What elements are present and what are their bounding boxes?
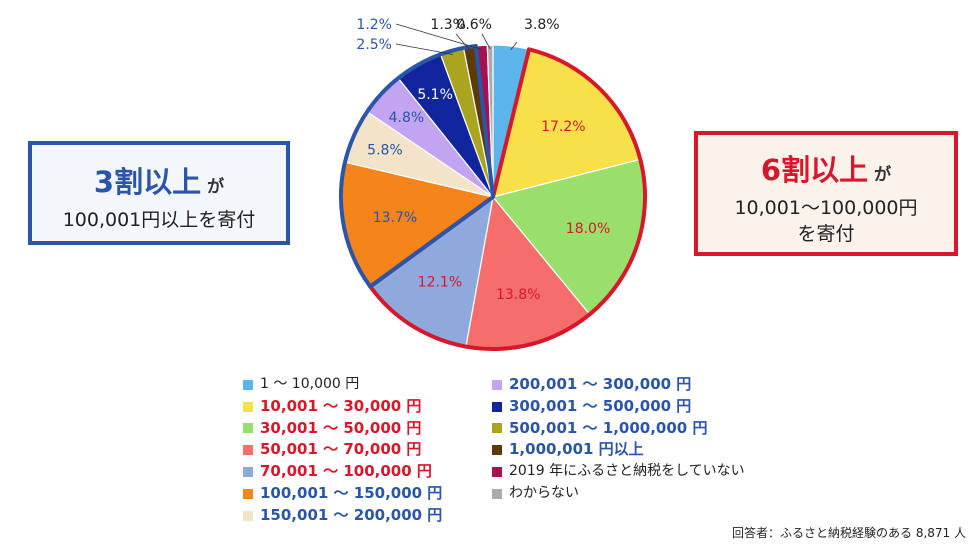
legend-item: 1,000,001 円以上 — [492, 439, 745, 461]
legend-item: 300,001 〜 500,000 円 — [492, 396, 745, 418]
leader-line — [455, 33, 471, 52]
legend-label: 2019 年にふるさと納税をしていない — [509, 463, 745, 480]
legend-left-column: 1 〜 10,000 円 10,001 〜 30,000 円 30,001 〜 50… — [243, 374, 442, 527]
legend-label: 100,001 〜 150,000 円 — [260, 483, 443, 502]
leader-line — [481, 33, 491, 50]
legend-label: 200,001 〜 300,000 円 — [509, 375, 692, 393]
legend-swatch — [243, 467, 253, 478]
leader-line — [395, 23, 482, 50]
value-label: 13.8% — [496, 287, 540, 303]
legend-swatch — [492, 379, 502, 390]
legend-item: 200,001 〜 300,000 円 — [492, 374, 745, 396]
callout-left-title: 3割以上 — [93, 165, 202, 199]
callout-right: 6割以上が 10,001〜100,000円 を寄付 — [694, 131, 958, 256]
value-label-outside: 1.3% — [430, 17, 466, 33]
legend-swatch — [243, 379, 253, 390]
legend-item: 2019 年にふるさと納税をしていない — [492, 461, 745, 483]
value-label-outside: 2.5% — [356, 37, 392, 53]
legend-swatch — [492, 488, 502, 499]
footnote: 回答者：ふるさと納税経験のある 8,871 人 — [732, 526, 966, 540]
value-label: 17.2% — [541, 119, 585, 135]
pie-slice — [486, 44, 494, 198]
legend-item: 30,001 〜 50,000 円 — [243, 418, 442, 440]
legend-label: 70,001 〜 100,000 円 — [260, 462, 432, 481]
legend-item: わからない — [492, 483, 745, 505]
legend-label: わからない — [509, 484, 579, 501]
value-label-outside: 1.2% — [356, 17, 392, 33]
legend-swatch — [243, 423, 253, 434]
value-label: 18.0% — [566, 221, 610, 237]
legend-label: 500,001 〜 1,000,000 円 — [509, 418, 708, 437]
legend-swatch — [243, 445, 253, 456]
value-label-outside: 3.8% — [524, 17, 560, 33]
value-label: 12.1% — [418, 275, 462, 291]
value-label: 13.7% — [373, 210, 417, 226]
legend-label: 150,001 〜 200,000 円 — [260, 505, 443, 524]
legend-swatch — [492, 445, 502, 456]
legend-item: 50,001 〜 70,000 円 — [243, 439, 442, 461]
legend-item: 500,001 〜 1,000,000 円 — [492, 418, 745, 440]
legend-item: 1 〜 10,000 円 — [243, 374, 442, 396]
legend-label: 50,001 〜 70,000 円 — [260, 440, 422, 459]
legend-swatch — [243, 401, 253, 412]
callout-left-subtitle: 100,001円以上を寄付 — [62, 209, 256, 231]
group-outline-red — [368, 47, 647, 351]
value-label: 5.1% — [417, 87, 453, 103]
callout-left: 3割以上が 100,001円以上を寄付 — [28, 141, 290, 245]
legend-label: 1 〜 10,000 円 — [260, 376, 360, 392]
group-outline-blue — [339, 43, 495, 289]
leader-line — [395, 43, 454, 55]
legend-label: 10,001 〜 30,000 円 — [260, 396, 422, 415]
legend-swatch — [492, 401, 502, 412]
value-label: 5.8% — [367, 143, 403, 159]
legend-swatch — [243, 488, 253, 499]
legend-label: 1,000,001 円以上 — [509, 440, 644, 459]
value-labels: 17.2% 18.0% 13.8% 12.1% 13.7% 5.8% 4.8% 5.1% — [367, 87, 610, 303]
value-label: 4.8% — [389, 110, 425, 126]
leader-line — [510, 41, 518, 51]
callout-right-particle: が — [874, 165, 892, 185]
legend-item: 70,001 〜 100,000 円 — [243, 461, 442, 483]
legend-swatch — [243, 510, 253, 521]
callout-left-particle: が — [207, 177, 225, 197]
legend-swatch — [492, 423, 502, 434]
callout-right-subtitle-2: を寄付 — [797, 223, 855, 245]
legend-label: 300,001 〜 500,000 円 — [509, 396, 692, 415]
legend-item: 10,001 〜 30,000 円 — [243, 396, 442, 418]
legend-label: 30,001 〜 50,000 円 — [260, 418, 422, 437]
legend-item: 100,001 〜 150,000 円 — [243, 483, 442, 505]
legend-item: 150,001 〜 200,000 円 — [243, 505, 442, 527]
legend-right-column: 200,001 〜 300,000 円 300,001 〜 500,000 円 50… — [492, 374, 745, 505]
value-label-outside: 0.6% — [456, 17, 492, 33]
legend-swatch — [492, 467, 502, 478]
callout-right-title: 6割以上 — [760, 153, 869, 187]
callout-right-subtitle-1: 10,001〜100,000円 — [734, 197, 918, 219]
